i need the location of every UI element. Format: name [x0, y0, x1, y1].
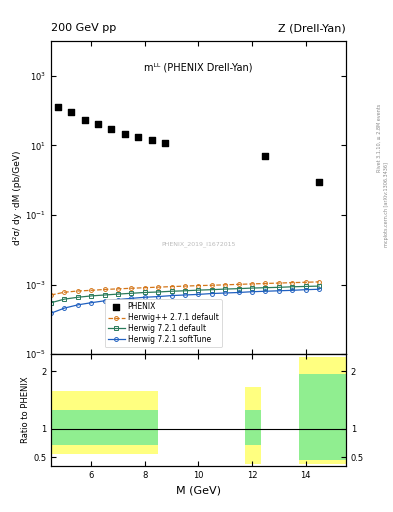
- PHENIX: [95, 120, 101, 128]
- PHENIX: [122, 130, 128, 138]
- Legend: PHENIX, Herwig++ 2.7.1 default, Herwig 7.2.1 default, Herwig 7.2.1 softTune: PHENIX, Herwig++ 2.7.1 default, Herwig 7…: [105, 300, 222, 347]
- Y-axis label: d²σ/ dy ·dM (pb/GeV): d²σ/ dy ·dM (pb/GeV): [13, 151, 22, 245]
- Herwig 7.2.1 softTune: [236, 289, 241, 295]
- Line: Herwig++ 2.7.1 default: Herwig++ 2.7.1 default: [49, 280, 321, 297]
- Herwig 7.2.1 default: [290, 284, 295, 290]
- Herwig++ 2.7.1 default: [263, 281, 268, 287]
- PHENIX: [55, 102, 61, 111]
- Herwig 7.2.1 softTune: [250, 289, 254, 295]
- Herwig++ 2.7.1 default: [116, 286, 120, 292]
- Herwig++ 2.7.1 default: [196, 283, 201, 289]
- Herwig 7.2.1 default: [129, 290, 134, 296]
- PHENIX: [81, 116, 88, 124]
- Herwig 7.2.1 softTune: [116, 296, 120, 303]
- PHENIX: [68, 108, 74, 116]
- Herwig 7.2.1 default: [116, 291, 120, 297]
- Herwig 7.2.1 default: [102, 292, 107, 298]
- PHENIX: [316, 178, 322, 186]
- Line: Herwig 7.2.1 softTune: Herwig 7.2.1 softTune: [49, 287, 321, 315]
- Herwig++ 2.7.1 default: [303, 279, 308, 285]
- Herwig 7.2.1 default: [75, 294, 80, 301]
- Herwig 7.2.1 default: [277, 284, 281, 290]
- X-axis label: M (GeV): M (GeV): [176, 485, 221, 495]
- Herwig 7.2.1 softTune: [75, 302, 80, 308]
- Text: Z (Drell-Yan): Z (Drell-Yan): [278, 23, 346, 33]
- PHENIX: [162, 138, 168, 146]
- Herwig 7.2.1 default: [250, 285, 254, 291]
- Herwig 7.2.1 softTune: [49, 310, 53, 316]
- Herwig 7.2.1 softTune: [129, 295, 134, 302]
- Herwig++ 2.7.1 default: [169, 284, 174, 290]
- Herwig 7.2.1 default: [49, 300, 53, 306]
- Line: Herwig 7.2.1 default: Herwig 7.2.1 default: [49, 284, 321, 305]
- Y-axis label: Ratio to PHENIX: Ratio to PHENIX: [21, 377, 30, 443]
- Herwig 7.2.1 softTune: [89, 300, 94, 306]
- Herwig++ 2.7.1 default: [317, 279, 321, 285]
- Herwig 7.2.1 softTune: [156, 293, 161, 300]
- Herwig++ 2.7.1 default: [209, 282, 214, 288]
- Herwig++ 2.7.1 default: [143, 285, 147, 291]
- Herwig 7.2.1 softTune: [143, 294, 147, 301]
- Herwig 7.2.1 default: [183, 288, 187, 294]
- Herwig 7.2.1 softTune: [277, 288, 281, 294]
- Herwig 7.2.1 softTune: [62, 305, 67, 311]
- Herwig++ 2.7.1 default: [236, 281, 241, 287]
- Text: 200 GeV pp: 200 GeV pp: [51, 23, 116, 33]
- Text: mᴸᴸ (PHENIX Drell-Yan): mᴸᴸ (PHENIX Drell-Yan): [144, 63, 253, 73]
- Herwig++ 2.7.1 default: [223, 282, 228, 288]
- Herwig++ 2.7.1 default: [129, 285, 134, 291]
- Herwig++ 2.7.1 default: [250, 281, 254, 287]
- Herwig 7.2.1 softTune: [183, 292, 187, 298]
- Herwig 7.2.1 default: [209, 287, 214, 293]
- Herwig 7.2.1 default: [317, 283, 321, 289]
- Herwig 7.2.1 softTune: [223, 290, 228, 296]
- PHENIX: [149, 136, 155, 144]
- Text: PHENIX_2019_I1672015: PHENIX_2019_I1672015: [161, 242, 236, 247]
- Herwig 7.2.1 softTune: [303, 287, 308, 293]
- Herwig++ 2.7.1 default: [49, 292, 53, 298]
- Herwig 7.2.1 default: [303, 283, 308, 289]
- Herwig 7.2.1 default: [223, 286, 228, 292]
- Herwig 7.2.1 softTune: [169, 292, 174, 298]
- PHENIX: [135, 133, 141, 141]
- PHENIX: [108, 124, 114, 133]
- Herwig 7.2.1 default: [196, 287, 201, 293]
- PHENIX: [262, 152, 268, 160]
- Herwig++ 2.7.1 default: [89, 287, 94, 293]
- Herwig++ 2.7.1 default: [290, 280, 295, 286]
- Herwig 7.2.1 default: [169, 288, 174, 294]
- Herwig++ 2.7.1 default: [277, 280, 281, 286]
- Text: Rivet 3.1.10, ≥ 2.8M events: Rivet 3.1.10, ≥ 2.8M events: [377, 104, 382, 173]
- Herwig 7.2.1 softTune: [263, 288, 268, 294]
- Herwig 7.2.1 softTune: [196, 291, 201, 297]
- Herwig 7.2.1 default: [62, 296, 67, 302]
- Herwig++ 2.7.1 default: [102, 286, 107, 292]
- Herwig 7.2.1 softTune: [317, 286, 321, 292]
- Herwig 7.2.1 default: [156, 289, 161, 295]
- Herwig 7.2.1 softTune: [290, 287, 295, 293]
- Herwig 7.2.1 default: [236, 286, 241, 292]
- Herwig 7.2.1 default: [143, 289, 147, 295]
- Herwig 7.2.1 default: [89, 293, 94, 299]
- Herwig 7.2.1 softTune: [209, 290, 214, 296]
- Herwig 7.2.1 default: [263, 285, 268, 291]
- Herwig++ 2.7.1 default: [156, 284, 161, 290]
- Herwig 7.2.1 softTune: [102, 298, 107, 304]
- Herwig++ 2.7.1 default: [62, 289, 67, 295]
- Herwig++ 2.7.1 default: [75, 288, 80, 294]
- Herwig++ 2.7.1 default: [183, 283, 187, 289]
- Text: mcplots.cern.ch [arXiv:1306.3436]: mcplots.cern.ch [arXiv:1306.3436]: [384, 162, 389, 247]
